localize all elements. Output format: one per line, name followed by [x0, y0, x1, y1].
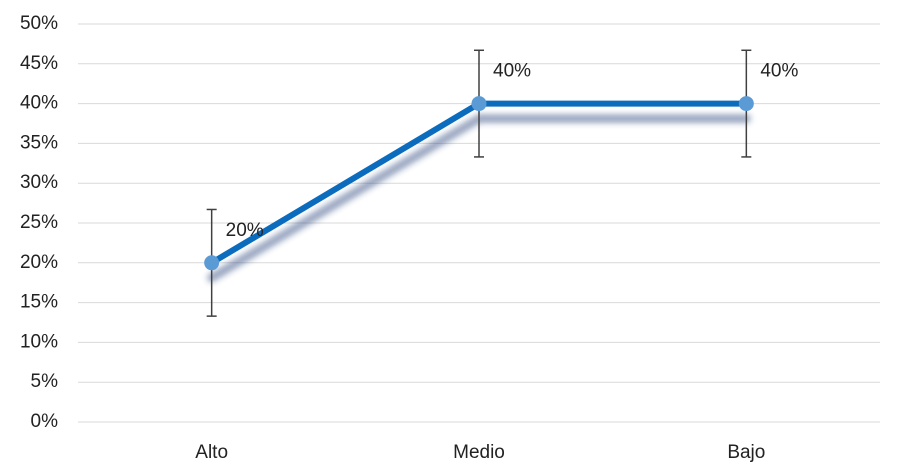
data-point [738, 96, 754, 112]
y-tick-label: 25% [20, 212, 58, 233]
y-tick-label: 45% [20, 53, 58, 74]
y-tick-label: 5% [31, 371, 59, 392]
y-tick-label: 0% [31, 411, 59, 432]
data-points [204, 96, 754, 271]
data-label: 40% [760, 61, 798, 82]
y-tick-label: 50% [20, 13, 58, 34]
data-label: 40% [493, 61, 531, 82]
data-point [204, 255, 220, 271]
y-axis-tick-labels: 0% 5% 10% 15% 20% 25% 30% 35% 40% 45% 50% [20, 13, 58, 432]
data-label: 20% [226, 220, 264, 241]
data-labels: 20% 40% 40% [226, 61, 799, 241]
x-tick-label: Medio [453, 442, 505, 463]
x-tick-label: Alto [195, 442, 228, 463]
x-tick-label: Bajo [727, 442, 765, 463]
y-tick-label: 15% [20, 292, 58, 313]
y-tick-label: 20% [20, 252, 58, 273]
y-tick-label: 35% [20, 132, 58, 153]
y-tick-label: 40% [20, 93, 58, 114]
y-tick-label: 10% [20, 331, 58, 352]
data-point [471, 96, 487, 112]
x-axis-tick-labels: Alto Medio Bajo [195, 442, 765, 463]
y-tick-label: 30% [20, 172, 58, 193]
